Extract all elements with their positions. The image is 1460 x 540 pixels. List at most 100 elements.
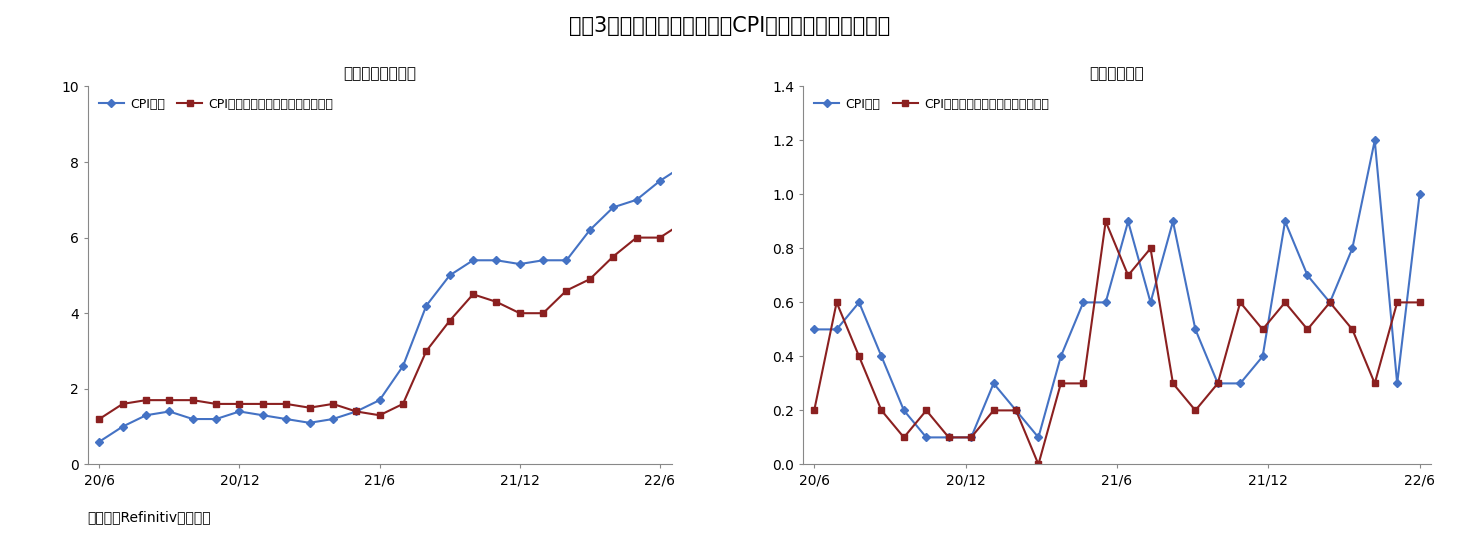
CPI総合 bbox=[745, 140, 762, 146]
CPI総合 bbox=[1299, 272, 1317, 279]
CPIコア（除く食品・エネルギー） bbox=[91, 416, 108, 422]
CPI総合 bbox=[207, 416, 225, 422]
CPIコア（除く食品・エネルギー） bbox=[828, 299, 845, 306]
CPIコア（除く食品・エネルギー） bbox=[1276, 299, 1294, 306]
CPI総合 bbox=[628, 197, 645, 203]
CPIコア（除く食品・エネルギー） bbox=[1007, 407, 1025, 414]
CPIコア（除く食品・エネルギー） bbox=[347, 408, 365, 415]
Text: 図袁3　米消費者物価指数（CPI）が予想を上回り上昇: 図袁3 米消費者物価指数（CPI）が予想を上回り上昇 bbox=[569, 16, 891, 36]
CPI総合 bbox=[581, 227, 599, 233]
CPIコア（除く食品・エネルギー） bbox=[1164, 380, 1181, 387]
CPI総合 bbox=[1096, 299, 1114, 306]
CPIコア（除く食品・エネルギー） bbox=[895, 434, 912, 441]
CPIコア（除く食品・エネルギー） bbox=[1120, 272, 1137, 279]
CPIコア（除く食品・エネルギー） bbox=[1254, 326, 1272, 333]
CPIコア（除く食品・エネルギー） bbox=[1075, 380, 1092, 387]
CPIコア（除く食品・エネルギー） bbox=[1388, 299, 1406, 306]
CPIコア（除く食品・エネルギー） bbox=[441, 318, 458, 324]
CPI総合 bbox=[114, 423, 131, 430]
CPI総合 bbox=[850, 299, 867, 306]
CPI総合 bbox=[940, 434, 958, 441]
CPIコア（除く食品・エネルギー） bbox=[324, 401, 342, 407]
CPIコア（除く食品・エネルギー） bbox=[628, 234, 645, 241]
CPIコア（除く食品・エネルギー） bbox=[604, 253, 622, 260]
CPIコア（除く食品・エネルギー） bbox=[917, 407, 934, 414]
CPIコア（除く食品・エネルギー） bbox=[698, 215, 715, 222]
CPI総合 bbox=[394, 363, 412, 369]
CPI総合 bbox=[347, 408, 365, 415]
CPI総合 bbox=[1029, 434, 1047, 441]
CPI総合 bbox=[1164, 218, 1181, 225]
CPI総合 bbox=[558, 257, 575, 264]
CPIコア（除く食品・エネルギー） bbox=[394, 401, 412, 407]
CPI総合 bbox=[161, 408, 178, 415]
CPI総合 bbox=[324, 416, 342, 422]
CPIコア（除く食品・エネルギー） bbox=[184, 397, 201, 403]
CPIコア（除く食品・エネルギー） bbox=[1343, 326, 1361, 333]
CPIコア（除く食品・エネルギー） bbox=[558, 287, 575, 294]
CPIコア（除く食品・エネルギー） bbox=[721, 227, 739, 233]
CPI総合 bbox=[1053, 353, 1070, 360]
CPI総合 bbox=[1276, 218, 1294, 225]
CPIコア（除く食品・エネルギー） bbox=[1142, 245, 1159, 252]
CPIコア（除く食品・エネルギー） bbox=[534, 310, 552, 316]
CPI総合 bbox=[1120, 218, 1137, 225]
CPI総合 bbox=[962, 434, 980, 441]
CPIコア（除く食品・エネルギー） bbox=[371, 412, 388, 418]
CPI総合 bbox=[1321, 299, 1339, 306]
CPIコア（除く食品・エネルギー） bbox=[1410, 299, 1428, 306]
CPIコア（除く食品・エネルギー） bbox=[277, 401, 295, 407]
CPIコア（除く食品・エネルギー） bbox=[464, 291, 482, 298]
CPI総合 bbox=[675, 163, 692, 169]
CPI総合 bbox=[1209, 380, 1226, 387]
CPI総合 bbox=[1410, 191, 1428, 198]
CPI総合 bbox=[184, 416, 201, 422]
CPIコア（除く食品・エネルギー） bbox=[940, 434, 958, 441]
CPIコア（除く食品・エネルギー） bbox=[488, 299, 505, 305]
CPIコア（除く食品・エネルギー） bbox=[1096, 218, 1114, 225]
Line: CPIコア（除く食品・エネルギー）: CPIコア（除く食品・エネルギー） bbox=[812, 219, 1422, 467]
CPIコア（除く食品・エネルギー） bbox=[1187, 407, 1204, 414]
CPI総合 bbox=[1388, 380, 1406, 387]
CPI総合 bbox=[806, 326, 823, 333]
CPI総合 bbox=[1231, 380, 1248, 387]
CPI総合 bbox=[464, 257, 482, 264]
CPI総合 bbox=[917, 434, 934, 441]
CPI総合 bbox=[986, 380, 1003, 387]
CPI総合 bbox=[604, 204, 622, 211]
CPI総合 bbox=[1343, 245, 1361, 252]
CPIコア（除く食品・エネルギー） bbox=[581, 276, 599, 282]
CPIコア（除く食品・エネルギー） bbox=[511, 310, 529, 316]
Title: 前月比（％）: 前月比（％） bbox=[1089, 66, 1145, 81]
CPIコア（除く食品・エネルギー） bbox=[114, 401, 131, 407]
CPIコア（除く食品・エネルギー） bbox=[675, 219, 692, 226]
Line: CPI総合: CPI総合 bbox=[96, 140, 756, 444]
CPI総合 bbox=[137, 412, 155, 418]
CPIコア（除く食品・エネルギー） bbox=[1029, 461, 1047, 468]
CPI総合 bbox=[698, 140, 715, 146]
CPI総合 bbox=[828, 326, 845, 333]
CPI総合 bbox=[1142, 299, 1159, 306]
CPIコア（除く食品・エネルギー） bbox=[1299, 326, 1317, 333]
CPIコア（除く食品・エネルギー） bbox=[418, 348, 435, 354]
CPI総合 bbox=[231, 408, 248, 415]
CPI総合 bbox=[651, 178, 669, 184]
CPI総合 bbox=[511, 261, 529, 267]
CPIコア（除く食品・エネルギー） bbox=[850, 353, 867, 360]
CPIコア（除く食品・エネルギー） bbox=[301, 404, 318, 411]
CPI総合 bbox=[488, 257, 505, 264]
CPI総合 bbox=[895, 407, 912, 414]
CPIコア（除く食品・エネルギー） bbox=[1321, 299, 1339, 306]
CPI総合 bbox=[1367, 137, 1384, 144]
CPI総合 bbox=[1254, 353, 1272, 360]
CPIコア（除く食品・エネルギー） bbox=[254, 401, 272, 407]
CPI総合 bbox=[254, 412, 272, 418]
CPIコア（除く食品・エネルギー） bbox=[1231, 299, 1248, 306]
CPIコア（除く食品・エネルギー） bbox=[161, 397, 178, 403]
CPIコア（除く食品・エネルギー） bbox=[1053, 380, 1070, 387]
CPI総合 bbox=[534, 257, 552, 264]
Text: （資料）Refinitivから作成: （資料）Refinitivから作成 bbox=[88, 510, 212, 524]
Title: 前年同月比（％）: 前年同月比（％） bbox=[343, 66, 416, 81]
Legend: CPI総合, CPIコア（除く食品・エネルギー）: CPI総合, CPIコア（除く食品・エネルギー） bbox=[809, 93, 1054, 116]
CPIコア（除く食品・エネルギー） bbox=[806, 407, 823, 414]
